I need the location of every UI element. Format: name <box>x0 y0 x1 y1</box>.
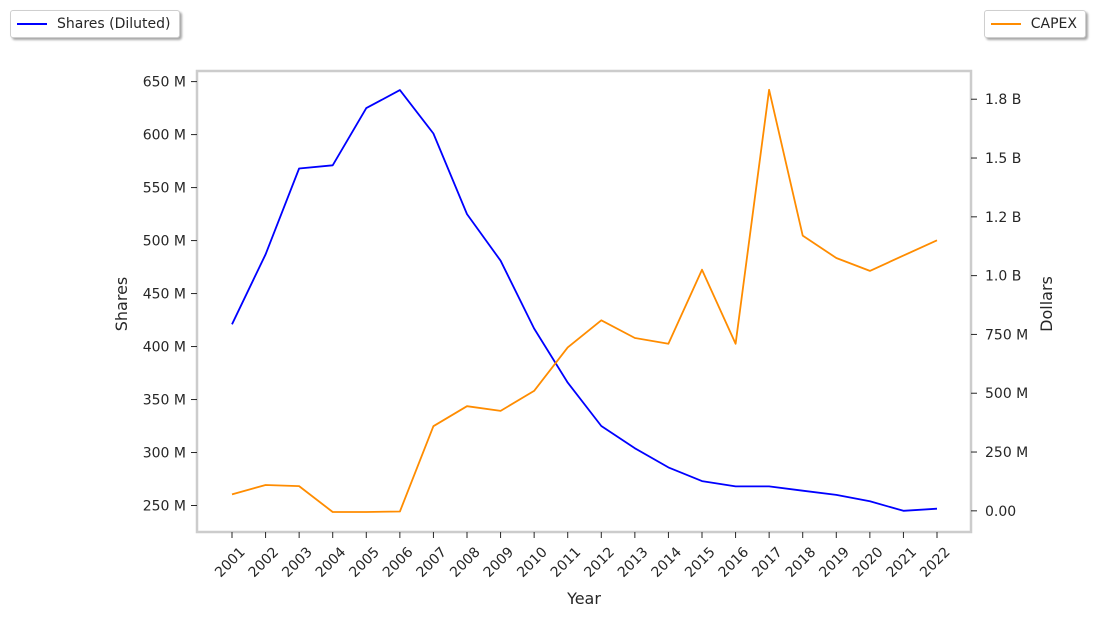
left-tick-label: 350 M <box>143 393 186 409</box>
right-tick-label: 250 M <box>985 445 1028 461</box>
series-line-capex <box>231 88 938 513</box>
legend-shares-swatch <box>17 23 47 25</box>
x-tick-label: 2006 <box>380 544 417 581</box>
left-tick-label: 650 M <box>143 75 186 91</box>
x-tick-label: 2003 <box>279 544 316 581</box>
right-tick-label: 750 M <box>985 327 1028 343</box>
series-layer <box>231 88 938 513</box>
left-tick-label: 450 M <box>143 287 186 303</box>
x-tick-label: 2019 <box>816 544 853 581</box>
legend-capex-label: CAPEX <box>1030 16 1077 32</box>
x-tick-label: 2002 <box>246 544 283 581</box>
x-tick-label: 2013 <box>615 544 652 581</box>
x-tick-label: 2018 <box>783 544 820 581</box>
left-axis-ticks: 250 M 300 M 350 M 400 M 450 M 500 M 550 M 600 M… <box>143 75 197 515</box>
left-tick-label: 250 M <box>143 499 186 515</box>
left-axis-label: Shares <box>112 277 131 332</box>
x-tick-label: 2017 <box>749 544 786 581</box>
x-tick-label: 2010 <box>514 544 551 581</box>
right-axis-ticks: 0.00 250 M 500 M 750 M 1.0 B 1.2 B 1.5 B 1.8 B <box>971 92 1028 520</box>
x-tick-label: 2022 <box>917 544 954 581</box>
x-tick-label: 2011 <box>548 544 585 581</box>
legend-capex: CAPEX <box>983 10 1086 38</box>
legend-shares-label: Shares (Diluted) <box>57 16 171 32</box>
right-axis-label: Dollars <box>1037 276 1056 332</box>
legend-capex-swatch <box>990 23 1021 25</box>
right-tick-label: 1.2 B <box>985 210 1021 226</box>
right-tick-label: 1.8 B <box>985 92 1021 108</box>
x-tick-label: 2012 <box>581 544 618 581</box>
x-tick-label: 2004 <box>313 544 350 581</box>
legend-shares: Shares (Diluted) <box>10 10 180 38</box>
x-tick-label: 2001 <box>212 544 249 581</box>
x-tick-label: 2009 <box>481 544 518 581</box>
left-tick-label: 500 M <box>143 234 186 250</box>
right-tick-label: 0.00 <box>985 504 1016 520</box>
left-tick-label: 300 M <box>143 446 186 462</box>
right-tick-label: 500 M <box>985 386 1028 402</box>
x-tick-label: 2015 <box>682 544 719 581</box>
x-tick-label: 2007 <box>414 544 451 581</box>
x-tick-label: 2005 <box>346 544 383 581</box>
x-axis-ticks: 2001200220032004200520062007200820092010… <box>212 532 954 581</box>
left-tick-label: 400 M <box>143 340 186 356</box>
right-tick-label: 1.0 B <box>985 269 1021 285</box>
series-line-shares <box>231 89 938 512</box>
x-tick-label: 2021 <box>884 544 921 581</box>
x-tick-label: 2008 <box>447 544 484 581</box>
x-tick-label: 2020 <box>850 544 887 581</box>
left-tick-label: 550 M <box>143 181 186 197</box>
plot-frame <box>195 69 973 534</box>
x-tick-label: 2016 <box>716 544 753 581</box>
x-tick-label: 2014 <box>649 544 686 581</box>
right-tick-label: 1.5 B <box>985 151 1021 167</box>
left-tick-label: 600 M <box>143 128 186 144</box>
x-axis-label: Year <box>566 589 601 608</box>
